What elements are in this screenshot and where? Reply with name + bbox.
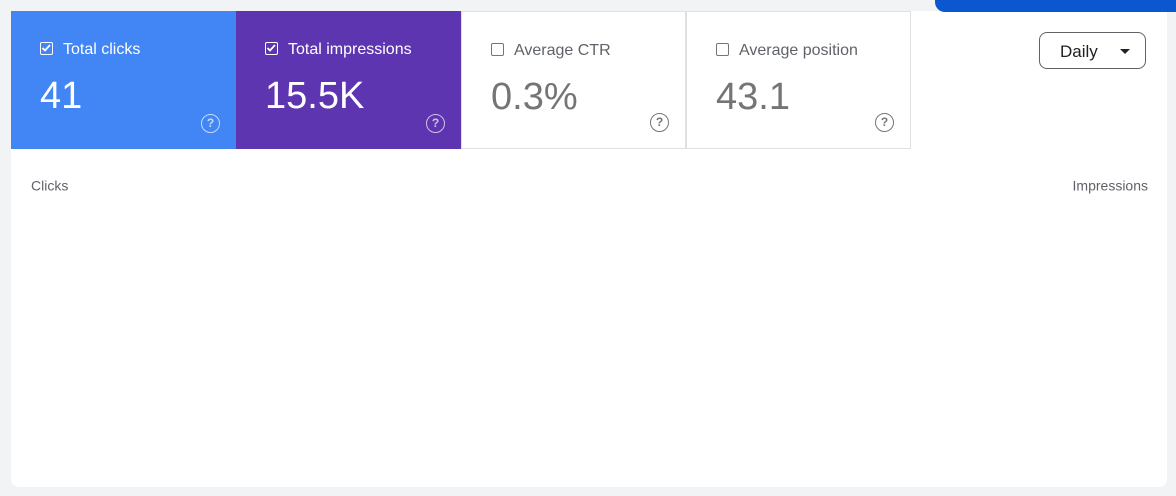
metric-card[interactable]: 024604008001.2K12/19/2512/30/251/10/261/… bbox=[11, 11, 236, 149]
help-icon[interactable]: ? bbox=[426, 114, 445, 133]
help-icon[interactable]: ? bbox=[201, 114, 220, 133]
card-label: Total clicks bbox=[63, 41, 141, 58]
metric-card[interactable]: Total impressions 15.5K? bbox=[236, 11, 461, 149]
card-label: Average position bbox=[739, 42, 858, 59]
checkbox[interactable]: 024604008001.2K12/19/2512/30/251/10/261/… bbox=[40, 42, 53, 55]
y2-axis-label: Impressions bbox=[1073, 178, 1148, 194]
card-value: 43.1 bbox=[716, 76, 790, 118]
checkbox[interactable] bbox=[265, 42, 278, 55]
card-value: 15.5K bbox=[265, 75, 365, 117]
granularity-dropdown[interactable]: Daily bbox=[1039, 32, 1146, 69]
y-axis-label: Clicks bbox=[31, 178, 68, 194]
card-value: 0.3% bbox=[491, 76, 578, 118]
help-icon[interactable]: ? bbox=[875, 113, 894, 132]
dropdown-arrow bbox=[1120, 49, 1130, 54]
card-label: Total impressions bbox=[288, 41, 412, 58]
checkbox[interactable] bbox=[716, 43, 729, 56]
metric-card[interactable]: Average CTR 0.3%? bbox=[461, 11, 686, 149]
card-label: Average CTR bbox=[514, 42, 611, 59]
metric-card[interactable]: Average position 43.1? bbox=[686, 11, 911, 149]
dropdown-label: Daily bbox=[1060, 42, 1098, 61]
help-icon[interactable]: ? bbox=[650, 113, 669, 132]
checkbox[interactable] bbox=[491, 43, 504, 56]
card-value: 41 bbox=[40, 75, 83, 117]
top-bar bbox=[935, 0, 1176, 12]
